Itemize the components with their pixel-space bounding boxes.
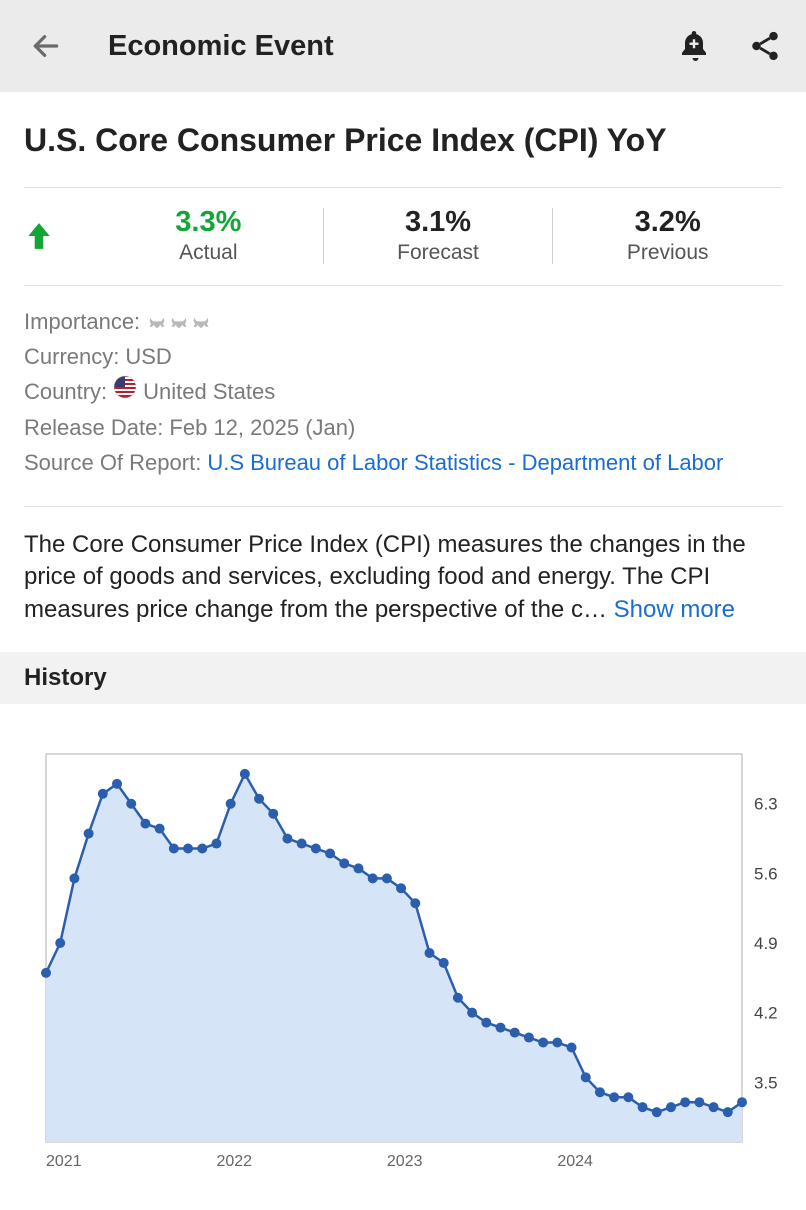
svg-text:4.2: 4.2 [754, 1004, 778, 1023]
actual-label: Actual [94, 241, 323, 265]
svg-text:5.6: 5.6 [754, 864, 778, 883]
svg-text:2022: 2022 [216, 1153, 252, 1170]
back-button[interactable] [30, 30, 62, 62]
forecast-value: 3.1% [324, 206, 553, 239]
source-row: Source Of Report: U.S Bureau of Labor St… [24, 445, 782, 480]
us-flag-icon [113, 374, 137, 409]
importance-bulls-icon [146, 304, 212, 339]
currency-row: Currency: USD [24, 339, 782, 374]
add-alert-button[interactable] [676, 28, 712, 64]
history-chart[interactable]: 3.5 4.2 4.9 5.6 6.3 2021 2022 2023 2024 [24, 704, 782, 1210]
header-title: Economic Event [108, 30, 630, 63]
page-title: U.S. Core Consumer Price Index (CPI) YoY [24, 92, 782, 187]
actual-stat: 3.3% Actual [94, 206, 323, 265]
show-more-link[interactable]: Show more [614, 596, 735, 623]
svg-text:3.5: 3.5 [754, 1073, 778, 1092]
description-block: The Core Consumer Price Index (CPI) meas… [24, 507, 782, 652]
stats-row: 3.3% Actual 3.1% Forecast 3.2% Previous [24, 188, 782, 285]
meta-block: Importance: Currency: USD Country: Unite… [24, 286, 782, 506]
release-label: Release Date: [24, 410, 163, 445]
release-value: Feb 12, 2025 (Jan) [169, 410, 355, 445]
svg-text:6.3: 6.3 [754, 795, 778, 814]
previous-stat: 3.2% Previous [553, 206, 782, 265]
forecast-stat: 3.1% Forecast [324, 206, 553, 265]
country-label: Country: [24, 374, 107, 409]
importance-label: Importance: [24, 304, 140, 339]
currency-value: USD [125, 339, 171, 374]
app-header: Economic Event [0, 0, 806, 92]
currency-label: Currency: [24, 339, 119, 374]
country-value: United States [143, 374, 275, 409]
previous-label: Previous [553, 241, 782, 265]
actual-value: 3.3% [94, 206, 323, 239]
source-link[interactable]: U.S Bureau of Labor Statistics - Departm… [207, 445, 723, 480]
history-section-header: History [0, 652, 806, 704]
release-date-row: Release Date: Feb 12, 2025 (Jan) [24, 410, 782, 445]
share-button[interactable] [748, 29, 782, 63]
history-title: History [24, 664, 782, 692]
svg-text:4.9: 4.9 [754, 934, 778, 953]
svg-text:2024: 2024 [557, 1153, 593, 1170]
previous-value: 3.2% [553, 206, 782, 239]
svg-text:2021: 2021 [46, 1153, 82, 1170]
importance-row: Importance: [24, 304, 782, 339]
svg-text:2023: 2023 [387, 1153, 423, 1170]
country-row: Country: United States [24, 374, 782, 409]
direction-arrow-icon [24, 221, 94, 251]
forecast-label: Forecast [324, 241, 553, 265]
source-label: Source Of Report: [24, 445, 201, 480]
